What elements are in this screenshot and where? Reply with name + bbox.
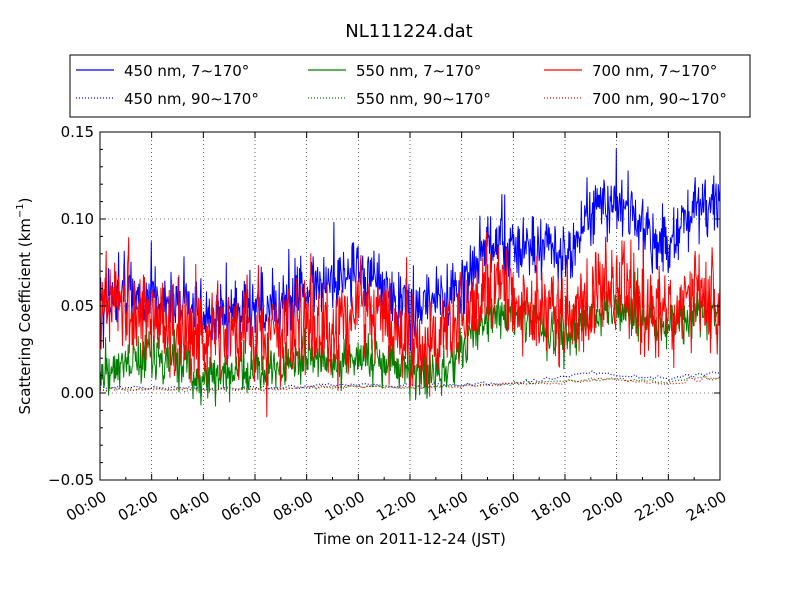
y-axis-label-main: Scattering Coefficient (km (16, 218, 34, 414)
legend-label: 700 nm, 90∼170° (592, 90, 727, 108)
legend-label: 450 nm, 90∼170° (124, 90, 259, 108)
y-tick-label: 0.05 (61, 297, 94, 315)
series-line-g550_full (100, 267, 720, 407)
y-tick-label: 0.10 (61, 210, 94, 228)
series-line-r700_full (100, 232, 720, 418)
y-tick-label: 0.15 (61, 123, 94, 141)
legend: 450 nm, 7∼170° 550 nm, 7∼170° 700 nm, 7∼17… (69, 54, 751, 118)
x-axis-label: Time on 2011-12-24 (JST) (313, 530, 506, 548)
chart-title: NL111224.dat (345, 21, 472, 42)
series-layer (100, 148, 720, 418)
series-line-b450_full (100, 148, 720, 359)
y-axis-label-superscript: −1 (15, 203, 26, 218)
legend-label: 700 nm, 7∼170° (592, 62, 717, 80)
series-line-b450_back (100, 370, 720, 390)
y-tick-label: 0.00 (61, 384, 94, 402)
y-axis-label: Scattering Coefficient (km−1) (15, 197, 34, 414)
legend-label: 450 nm, 7∼170° (124, 62, 249, 80)
y-axis-label-close: ) (16, 197, 34, 203)
y-tick-label: −0.05 (48, 471, 94, 489)
legend-frame (69, 54, 751, 118)
plot-area: 00:00 02:00 04:00 06:00 08:00 10:00 12:00 14:00… (48, 123, 730, 525)
legend-label: 550 nm, 7∼170° (356, 62, 481, 80)
legend-label: 550 nm, 90∼170° (356, 90, 491, 108)
